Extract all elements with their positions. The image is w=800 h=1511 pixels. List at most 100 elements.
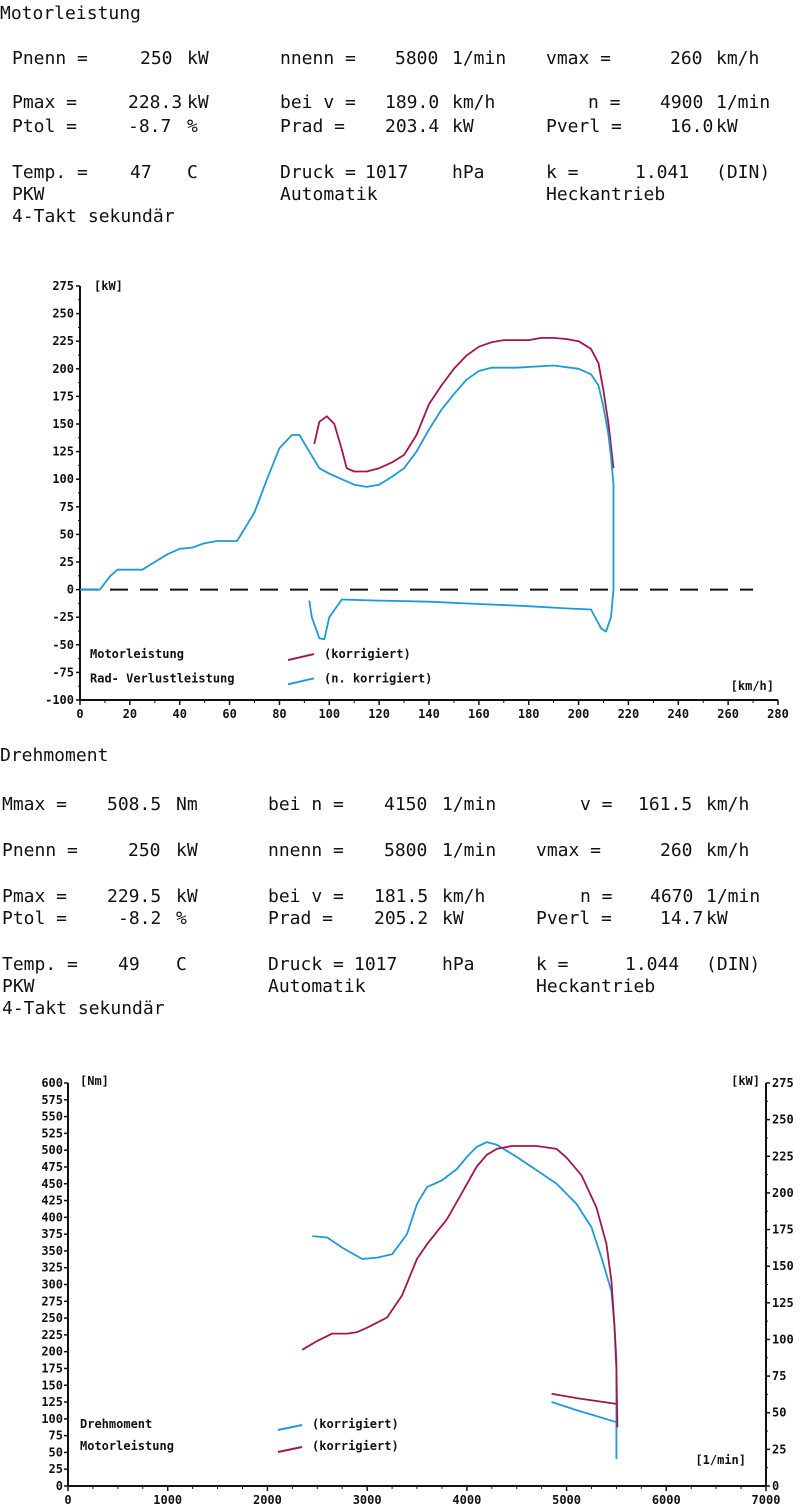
- y-tick-label: 75: [60, 500, 74, 514]
- y2-tick-label: 200: [772, 1186, 794, 1200]
- beitn-value: 4150: [384, 794, 428, 815]
- series-line-2: [551, 1401, 617, 1424]
- x-tick-label: 280: [767, 707, 789, 721]
- prad2-label: Prad =: [268, 908, 334, 929]
- temp-label: Temp. =: [12, 162, 88, 183]
- x-tick-label: 80: [272, 707, 286, 721]
- ptol-unit: %: [187, 116, 198, 137]
- druck-label: Druck =: [280, 162, 356, 183]
- k-value: 1.041: [635, 162, 690, 183]
- k-label: k =: [546, 162, 579, 183]
- x-tick-label: 260: [717, 707, 739, 721]
- x-tick-label: 200: [568, 707, 590, 721]
- nnenn2-label: nnenn =: [268, 840, 344, 861]
- info-vehicle: PKW: [12, 184, 45, 205]
- pverl2-unit: kW: [706, 908, 728, 929]
- x-tick-label: 3000: [353, 1493, 382, 1507]
- x-tick-label: 140: [418, 707, 440, 721]
- beiv-label: bei v =: [280, 92, 356, 113]
- k2-unit: (DIN): [706, 954, 761, 975]
- y2-tick-label: 0: [772, 1479, 779, 1493]
- x-tick-label: 180: [518, 707, 540, 721]
- y2-tick-label: 275: [772, 1076, 794, 1090]
- pmax-label: Pmax =: [12, 92, 78, 113]
- y-tick-label: 250: [41, 1311, 63, 1325]
- pverl2-label: Pverl =: [536, 908, 612, 929]
- druck-unit: hPa: [452, 162, 485, 183]
- druck2-value: 1017: [354, 954, 398, 975]
- info2-transmission: Automatik: [268, 976, 366, 997]
- beiv2-label: bei v =: [268, 886, 344, 907]
- y-tick-label: 100: [52, 472, 74, 486]
- y-tick-label: 125: [41, 1395, 63, 1409]
- vmax-label: vmax =: [546, 48, 612, 69]
- y2-axis-unit: [kW]: [731, 1074, 760, 1088]
- y-tick-label: 125: [52, 445, 74, 459]
- x-tick-label: 0: [64, 1493, 71, 1507]
- pnenn2-label: Pnenn =: [2, 840, 78, 861]
- info-drive: Heckantrieb: [546, 184, 666, 205]
- n-label: n =: [588, 92, 621, 113]
- x-tick-label: 220: [618, 707, 640, 721]
- x-tick-label: 60: [222, 707, 236, 721]
- druck-value: 1017: [365, 162, 409, 183]
- y-tick-label: 75: [49, 1429, 63, 1443]
- series-line-0: [312, 1141, 618, 1460]
- torque-chart: 6005755505255004754504254003753503253002…: [41, 1074, 794, 1507]
- y2-tick-label: 175: [772, 1223, 794, 1237]
- vmax-value: 260: [670, 48, 703, 69]
- beiv-value: 189.0: [385, 92, 440, 113]
- ptol2-unit: %: [176, 908, 187, 929]
- k-unit: (DIN): [716, 162, 771, 183]
- legend-label-1: Motorleistung: [80, 1439, 174, 1453]
- prad2-unit: kW: [442, 908, 464, 929]
- pverl-value: 16.0: [670, 116, 714, 137]
- y-tick-label: 525: [41, 1126, 63, 1140]
- n-value: 4900: [660, 92, 704, 113]
- series-line-1: [80, 364, 615, 641]
- x-tick-label: 20: [123, 707, 137, 721]
- y-tick-label: 200: [41, 1345, 63, 1359]
- nnenn2-value: 5800: [384, 840, 428, 861]
- legend-desc-1: (korrigiert): [312, 1439, 399, 1453]
- x-tick-label: 120: [368, 707, 390, 721]
- temp2-label: Temp. =: [2, 954, 78, 975]
- k2-value: 1.044: [625, 954, 680, 975]
- pmax2-unit: kW: [176, 886, 198, 907]
- mmax-unit: Nm: [176, 794, 198, 815]
- x-tick-label: 2000: [253, 1493, 282, 1507]
- pmax2-label: Pmax =: [2, 886, 68, 907]
- y-tick-label: 300: [41, 1278, 63, 1292]
- pnenn-label: Pnenn =: [12, 48, 88, 69]
- pmax2-value: 229.5: [107, 886, 162, 907]
- y-tick-label: 250: [52, 307, 74, 321]
- y2-tick-label: 150: [772, 1259, 794, 1273]
- prad-unit: kW: [452, 116, 474, 137]
- legend-swatch-1: [287, 677, 315, 686]
- y-tick-label: 275: [41, 1294, 63, 1308]
- druck2-unit: hPa: [442, 954, 475, 975]
- legend-label-0: Drehmoment: [80, 1417, 152, 1431]
- y-tick-label: 425: [41, 1194, 63, 1208]
- ptol-value: -8.7: [128, 116, 172, 137]
- y-tick-label: -50: [52, 638, 74, 652]
- y-tick-label: 550: [41, 1110, 63, 1124]
- x-axis-unit: [km/h]: [731, 679, 774, 693]
- y-tick-label: 600: [41, 1076, 63, 1090]
- prad2-value: 205.2: [374, 908, 429, 929]
- pnenn-value: 250: [140, 48, 173, 69]
- temp2-unit: C: [176, 954, 187, 975]
- y-tick-label: 150: [41, 1378, 63, 1392]
- v2-unit: km/h: [706, 794, 750, 815]
- y-tick-label: -100: [45, 693, 74, 707]
- info2-engine: 4-Takt sekundär: [2, 998, 165, 1019]
- x-tick-label: 160: [468, 707, 490, 721]
- pverl-label: Pverl =: [546, 116, 622, 137]
- vmax2-value: 260: [660, 840, 693, 861]
- legend-label-0: Motorleistung: [90, 647, 184, 661]
- temp-unit: C: [187, 162, 198, 183]
- y-tick-label: 150: [52, 417, 74, 431]
- series-line-0: [313, 337, 615, 473]
- legend-swatch-0: [287, 653, 315, 662]
- y-tick-label: 50: [49, 1445, 63, 1459]
